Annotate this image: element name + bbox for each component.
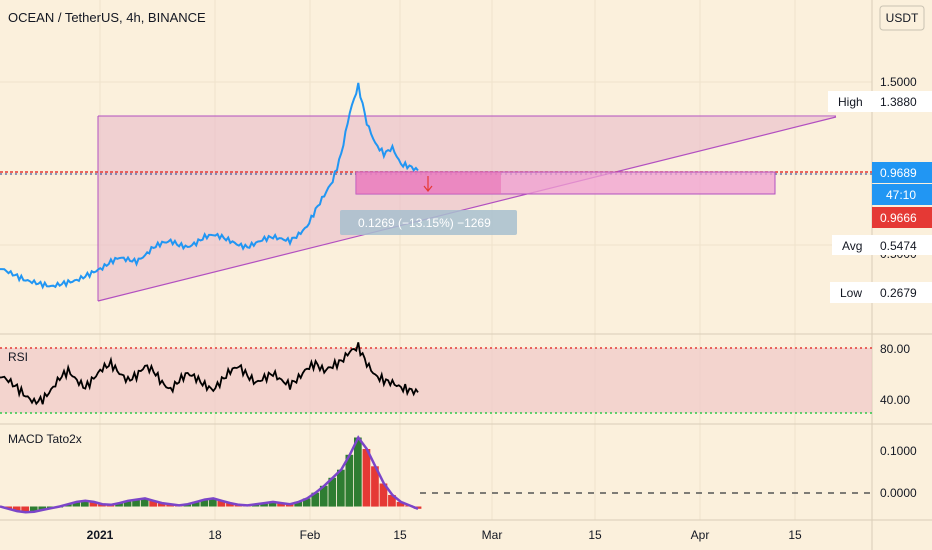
last-price-value: 0.9689: [880, 166, 917, 180]
macd-bar: [12, 506, 21, 512]
macd-bar: [157, 503, 166, 507]
rsi-tick-80: 80.00: [880, 342, 910, 356]
high-marker-box: [828, 91, 932, 112]
macd-tick-01: 0.1000: [880, 444, 917, 458]
close-price-marker: [872, 207, 932, 228]
macd-title: MACD Tato2x: [8, 432, 82, 446]
avg-marker-box: [832, 235, 932, 255]
time-tick: 15: [788, 528, 802, 542]
macd-bar: [29, 506, 38, 512]
macd-bar: [21, 506, 29, 513]
macd-bar: [38, 506, 47, 510]
macd-bar: [311, 492, 320, 507]
low-marker-box: [830, 282, 932, 303]
macd-bar: [319, 485, 328, 507]
macd-bar: [371, 466, 379, 507]
time-tick: 15: [393, 528, 407, 542]
wedge-bottom-line[interactable]: [97, 116, 837, 302]
macd-bar: [217, 500, 226, 507]
macd-bar: [354, 437, 362, 507]
macd-bar: [123, 500, 132, 507]
measure-label: 0.1269 (−13.15%) −1269: [358, 216, 491, 230]
macd-bar: [302, 498, 311, 507]
macd-bar: [209, 498, 217, 507]
rsi-series-line: [0, 342, 419, 406]
rsi-band: [0, 348, 872, 413]
price-tick-1: 1.5000: [880, 75, 917, 89]
macd-bar: [149, 500, 157, 507]
macd-bar: [277, 503, 285, 507]
time-tick: 18: [208, 528, 222, 542]
close-price-value: 0.9666: [880, 211, 917, 225]
macd-bar: [337, 469, 345, 507]
high-marker-label: High: [838, 95, 863, 109]
macd-bar: [362, 449, 371, 507]
time-tick: 2021: [87, 528, 114, 542]
macd-bar: [191, 501, 200, 507]
high-marker-value: 1.3880: [880, 95, 917, 109]
time-tick: Apr: [691, 528, 710, 542]
last-price-marker: [872, 162, 932, 183]
macd-bar: [72, 501, 81, 507]
macd-bar: [388, 495, 396, 507]
macd-bar: [226, 503, 234, 507]
time-tick: 15: [588, 528, 602, 542]
currency-button-label: USDT: [886, 11, 919, 25]
macd-bar: [81, 500, 89, 507]
rsi-title: RSI: [8, 350, 28, 364]
macd-bar: [396, 501, 405, 507]
chart-title[interactable]: OCEAN / TetherUS, 4h, BINANCE: [8, 10, 206, 25]
macd-bar: [200, 499, 209, 507]
macd-bar: [115, 503, 123, 507]
time-tick: Mar: [482, 528, 503, 542]
macd-bar: [328, 477, 337, 507]
macd-bar: [268, 501, 277, 507]
macd-bar: [140, 498, 149, 507]
macd-bar: [260, 503, 268, 507]
avg-marker-label: Avg: [842, 239, 862, 253]
macd-bar: [294, 501, 302, 507]
macd-bar: [345, 454, 354, 507]
countdown-marker: [872, 184, 932, 205]
countdown-value: 47:10: [886, 188, 916, 202]
rsi-tick-40: 40.00: [880, 393, 910, 407]
price-series-line: [0, 82, 419, 290]
macd-bar: [132, 499, 140, 507]
low-marker-value: 0.2679: [880, 286, 917, 300]
time-axis[interactable]: 2021 18 Feb 15 Mar 15 Apr 15: [87, 528, 802, 542]
measure-label-box: [340, 210, 517, 235]
measure-arrow-icon: [423, 176, 433, 192]
time-tick: Feb: [300, 528, 321, 542]
macd-bar: [89, 501, 98, 507]
macd-tick-00: 0.0000: [880, 486, 917, 500]
currency-button[interactable]: [879, 5, 925, 31]
macd-signal-line: [0, 435, 419, 514]
low-marker-label: Low: [840, 286, 862, 300]
avg-marker-value: 0.5474: [880, 239, 917, 253]
macd-bar: [379, 483, 388, 507]
